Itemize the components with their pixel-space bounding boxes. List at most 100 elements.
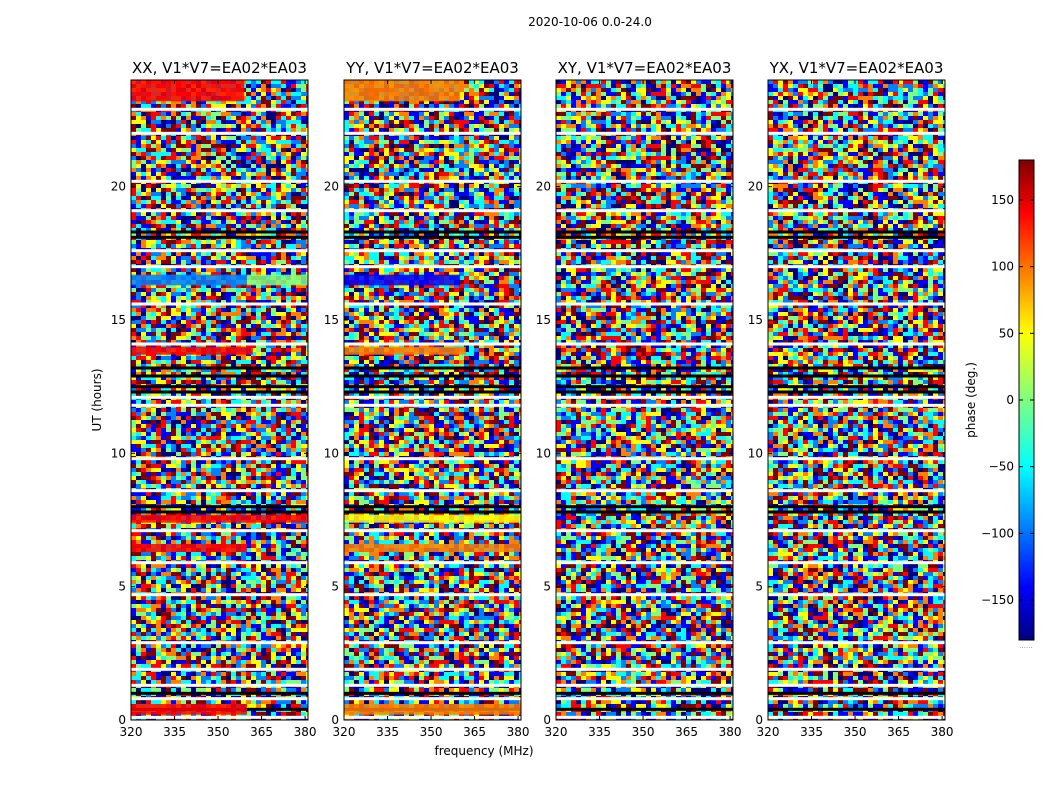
plot-frame xyxy=(555,79,734,721)
colorbar-tick-label: 150 xyxy=(991,193,1014,207)
gap-row xyxy=(556,265,733,269)
gap-row xyxy=(556,179,733,183)
x-tick-label: 335 xyxy=(588,725,611,739)
gap-row xyxy=(768,457,945,461)
colorbar-tick-label: −50 xyxy=(989,460,1014,474)
gap-row xyxy=(768,249,945,253)
phase-heatmap xyxy=(768,80,945,720)
gap-row xyxy=(344,457,521,461)
gap-row xyxy=(768,529,945,533)
colorbar-footer: ...... xyxy=(1019,642,1032,650)
panel-title: XX, V1*V7=EA02*EA03 xyxy=(132,59,307,77)
colorbar: 150 100 50 0 −50 −100 −150 phase (deg.) ...... xyxy=(964,159,1035,650)
gap-row xyxy=(344,265,521,269)
y-tick-label: 0 xyxy=(331,713,339,727)
dense-row xyxy=(556,390,733,394)
gap-row xyxy=(344,641,521,645)
x-axis-label: frequency (MHz) xyxy=(434,744,533,758)
coherent-band xyxy=(131,544,248,552)
colorbar-tick-label: 0 xyxy=(1006,393,1014,407)
gap-row xyxy=(131,342,308,346)
gap-row xyxy=(344,529,521,533)
gap-row xyxy=(344,107,521,111)
dense-row xyxy=(131,374,308,378)
dense-row xyxy=(131,235,308,239)
dense-row xyxy=(556,691,733,695)
coherent-band xyxy=(344,274,461,286)
gap-row xyxy=(344,715,521,719)
gap-row xyxy=(131,489,308,493)
phase-heatmap xyxy=(344,80,521,720)
dense-row xyxy=(768,505,945,509)
gap-row xyxy=(131,131,308,135)
dense-row xyxy=(768,707,945,711)
dense-row xyxy=(344,505,521,509)
y-tick-label: 5 xyxy=(118,580,126,594)
dense-row xyxy=(131,385,308,389)
gap-row xyxy=(131,715,308,719)
gap-row xyxy=(556,302,733,306)
y-tick-label: 10 xyxy=(111,446,126,460)
panel-2: YY, V1*V7=EA02*EA03 320 335 350 365 380 0 5 10 15… xyxy=(324,59,530,739)
gap-row xyxy=(131,529,308,533)
gap-row xyxy=(768,302,945,306)
dense-row xyxy=(556,505,733,509)
x-tick-label: 320 xyxy=(120,725,143,739)
coherent-band xyxy=(344,704,521,715)
gap-row xyxy=(131,395,308,399)
y-tick-label: 15 xyxy=(324,313,339,327)
x-tick-label: 380 xyxy=(294,725,317,739)
gap-row xyxy=(768,395,945,399)
gap-row xyxy=(344,249,521,253)
x-tick-label: 350 xyxy=(844,725,867,739)
y-tick-label: 20 xyxy=(748,180,763,194)
y-tick-label: 10 xyxy=(324,446,339,460)
dense-row xyxy=(556,235,733,239)
gap-row xyxy=(344,302,521,306)
colorbar-label: phase (deg.) xyxy=(964,362,978,438)
x-tick-label: 335 xyxy=(800,725,823,739)
colorbar-tick-label: 50 xyxy=(999,326,1014,340)
y-axis-label: UT (hours) xyxy=(90,368,104,431)
dense-row xyxy=(556,230,733,234)
dense-row xyxy=(768,390,945,394)
dense-row xyxy=(768,230,945,234)
y-tick-label: 15 xyxy=(111,313,126,327)
gap-row xyxy=(556,593,733,597)
dense-row xyxy=(768,366,945,370)
x-tick-label: 380 xyxy=(719,725,742,739)
x-tick-label: 350 xyxy=(207,725,230,739)
x-tick-label: 380 xyxy=(931,725,954,739)
coherent-band xyxy=(247,274,308,286)
dense-row xyxy=(344,235,521,239)
coherent-band xyxy=(344,346,466,355)
colorbar-tick-label: 100 xyxy=(991,260,1014,274)
y-tick-label: 0 xyxy=(543,713,551,727)
gap-row xyxy=(768,561,945,565)
phase-heatmap xyxy=(131,80,308,720)
panel-title: XY, V1*V7=EA02*EA03 xyxy=(558,59,732,77)
x-tick-label: 320 xyxy=(333,725,356,739)
dense-row xyxy=(131,390,308,394)
coherent-band xyxy=(344,544,521,552)
gap-row xyxy=(556,697,733,701)
gap-row xyxy=(556,131,733,135)
dense-row xyxy=(768,691,945,695)
gap-row xyxy=(768,683,945,687)
gap-row xyxy=(556,561,733,565)
y-tick-label: 20 xyxy=(536,180,551,194)
gap-row xyxy=(556,641,733,645)
gap-row xyxy=(768,131,945,135)
x-tick-label: 320 xyxy=(757,725,780,739)
dense-row xyxy=(556,707,733,711)
x-tick-label: 365 xyxy=(675,725,698,739)
gap-row xyxy=(768,667,945,671)
dense-row xyxy=(556,385,733,389)
gap-row xyxy=(344,697,521,701)
coherent-band xyxy=(131,274,248,286)
x-tick-label: 335 xyxy=(163,725,186,739)
colorbar-tick-label: −100 xyxy=(981,526,1014,540)
dense-row xyxy=(344,691,521,695)
plot-frame xyxy=(767,79,946,721)
coherent-band xyxy=(344,80,461,102)
